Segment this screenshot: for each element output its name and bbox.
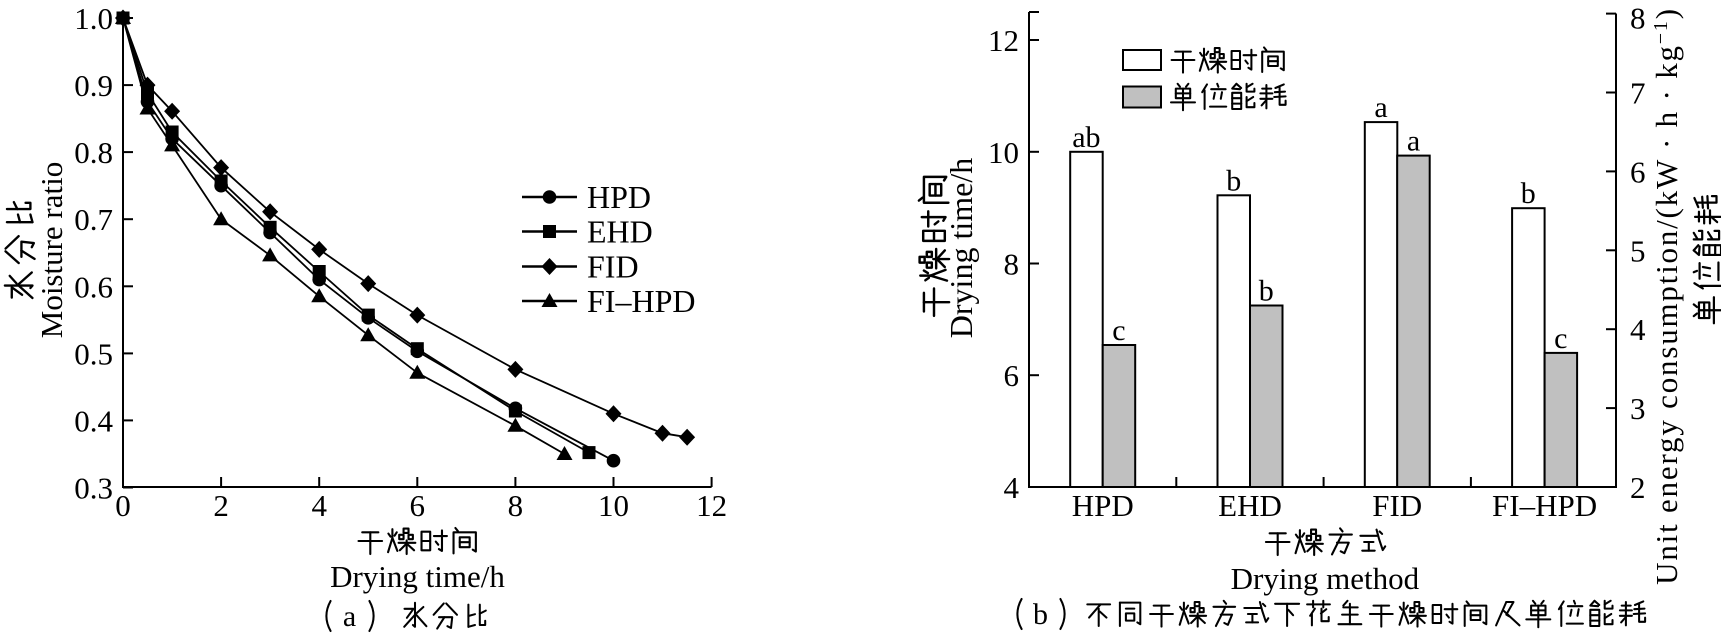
svg-text:12: 12 [988,23,1019,58]
svg-text:EHD: EHD [1218,488,1282,523]
svg-text:2: 2 [1630,470,1646,505]
svg-text:0.4: 0.4 [74,403,113,438]
svg-text:Drying time/h: Drying time/h [943,158,979,338]
svg-text:FID: FID [1372,488,1422,523]
svg-text:4: 4 [1004,470,1020,505]
svg-text:6: 6 [410,488,426,523]
svg-text:ab: ab [1072,121,1100,154]
svg-text:b: b [1521,177,1536,210]
svg-text:6: 6 [1630,154,1646,189]
svg-text:3: 3 [1630,391,1646,426]
svg-text:Unit energy consumption/(kW ·: Unit energy consumption/(kW · h · kg−1) [1649,7,1684,585]
svg-text:EHD: EHD [587,214,653,250]
svg-text:a: a [1407,125,1420,158]
svg-text:0.5: 0.5 [74,336,113,371]
svg-text:8: 8 [1004,247,1020,282]
svg-text:7: 7 [1630,76,1646,111]
svg-text:1.0: 1.0 [74,1,113,36]
svg-text:HPD: HPD [1072,488,1134,523]
svg-text:6: 6 [1004,358,1020,393]
svg-text:10: 10 [988,135,1019,170]
svg-text:10: 10 [598,488,629,523]
svg-text:c: c [1554,322,1567,355]
svg-text:8: 8 [1630,1,1646,36]
svg-text:FI–HPD: FI–HPD [587,283,695,319]
svg-text:0.7: 0.7 [74,202,113,237]
svg-text:FID: FID [587,249,639,285]
svg-text:0.8: 0.8 [74,135,113,170]
svg-text:c: c [1112,314,1125,347]
svg-text:0.6: 0.6 [74,269,113,304]
svg-text:0.3: 0.3 [74,471,113,506]
svg-text:HPD: HPD [587,179,651,215]
svg-text:5: 5 [1630,233,1646,268]
svg-text:0.9: 0.9 [74,68,113,103]
svg-text:a: a [343,600,356,633]
svg-text:Moisture ratio: Moisture ratio [34,162,69,339]
svg-text:b: b [1033,598,1048,631]
svg-text:0: 0 [115,488,131,523]
svg-text:2: 2 [213,488,229,523]
svg-text:Drying time/h: Drying time/h [330,559,505,594]
svg-text:a: a [1374,91,1387,124]
svg-text:FI–HPD: FI–HPD [1492,488,1597,523]
svg-text:8: 8 [508,488,524,523]
svg-text:b: b [1226,164,1241,197]
svg-text:4: 4 [1630,312,1646,347]
svg-text:12: 12 [696,488,727,523]
svg-text:b: b [1259,275,1274,308]
svg-text:Drying method: Drying method [1231,561,1420,596]
svg-text:4: 4 [311,488,327,523]
